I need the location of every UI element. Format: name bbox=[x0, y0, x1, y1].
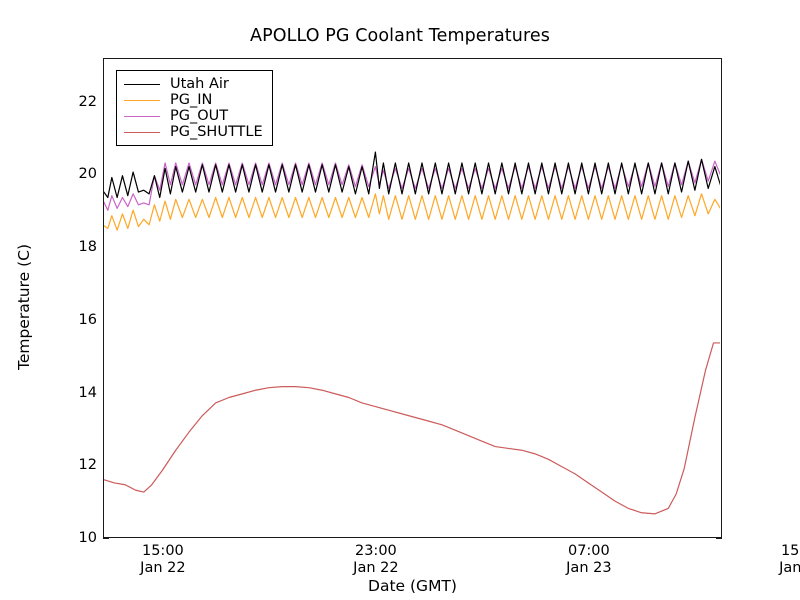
legend-label: Utah Air bbox=[170, 76, 229, 92]
x-tick-label: 07:00 Jan 23 bbox=[529, 543, 649, 577]
x-tick-date: Jan 23 bbox=[779, 560, 800, 576]
legend-color-swatch bbox=[124, 115, 160, 117]
plot-lines bbox=[104, 151, 720, 515]
x-axis-label: Date (GMT) bbox=[368, 577, 457, 595]
chart-legend: Utah Air PG_IN PG_OUT PG_SHUTTLE bbox=[116, 70, 273, 146]
legend-color-swatch bbox=[124, 83, 160, 85]
x-tick-date: Jan 22 bbox=[353, 560, 399, 576]
series-line-pg-in bbox=[104, 193, 720, 231]
x-tick-time: 15:00 bbox=[141, 543, 184, 559]
legend-color-swatch bbox=[124, 131, 160, 133]
legend-item: PG_OUT bbox=[124, 108, 263, 124]
y-tick-label: 22 bbox=[78, 93, 97, 110]
y-tick-label: 18 bbox=[78, 239, 97, 256]
y-tick-label: 12 bbox=[78, 457, 97, 474]
legend-item: PG_SHUTTLE bbox=[124, 124, 263, 140]
legend-label: PG_IN bbox=[170, 92, 213, 108]
y-tick-label: 20 bbox=[78, 166, 97, 183]
y-tick-label: 16 bbox=[78, 311, 97, 328]
y-axis-label: Temperature (C) bbox=[15, 243, 33, 371]
legend-item: PG_IN bbox=[124, 92, 263, 108]
legend-item: Utah Air bbox=[124, 76, 263, 92]
legend-color-swatch bbox=[124, 99, 160, 101]
chart-title: APOLLO PG Coolant Temperatures bbox=[250, 26, 550, 46]
series-line-utah-air bbox=[104, 151, 720, 199]
x-tick-label: 15:00 Jan 22 bbox=[103, 543, 223, 577]
x-tick-time: 23:00 bbox=[354, 543, 397, 559]
x-tick-label: 23:00 Jan 22 bbox=[316, 543, 436, 577]
series-line-pg-shuttle bbox=[104, 342, 720, 515]
x-tick-date: Jan 22 bbox=[140, 560, 186, 576]
y-axis-tick-labels: 10 12 14 16 18 20 22 bbox=[52, 0, 97, 600]
legend-label: PG_OUT bbox=[170, 108, 229, 124]
x-tick-date: Jan 23 bbox=[566, 560, 612, 576]
series-line-pg-out bbox=[104, 158, 720, 211]
legend-label: PG_SHUTTLE bbox=[170, 124, 263, 140]
y-tick-label: 10 bbox=[78, 530, 97, 546]
y-tick-label: 14 bbox=[78, 384, 97, 401]
x-tick-time: 07:00 bbox=[567, 543, 610, 559]
x-tick-time: 15:00 bbox=[780, 543, 800, 559]
